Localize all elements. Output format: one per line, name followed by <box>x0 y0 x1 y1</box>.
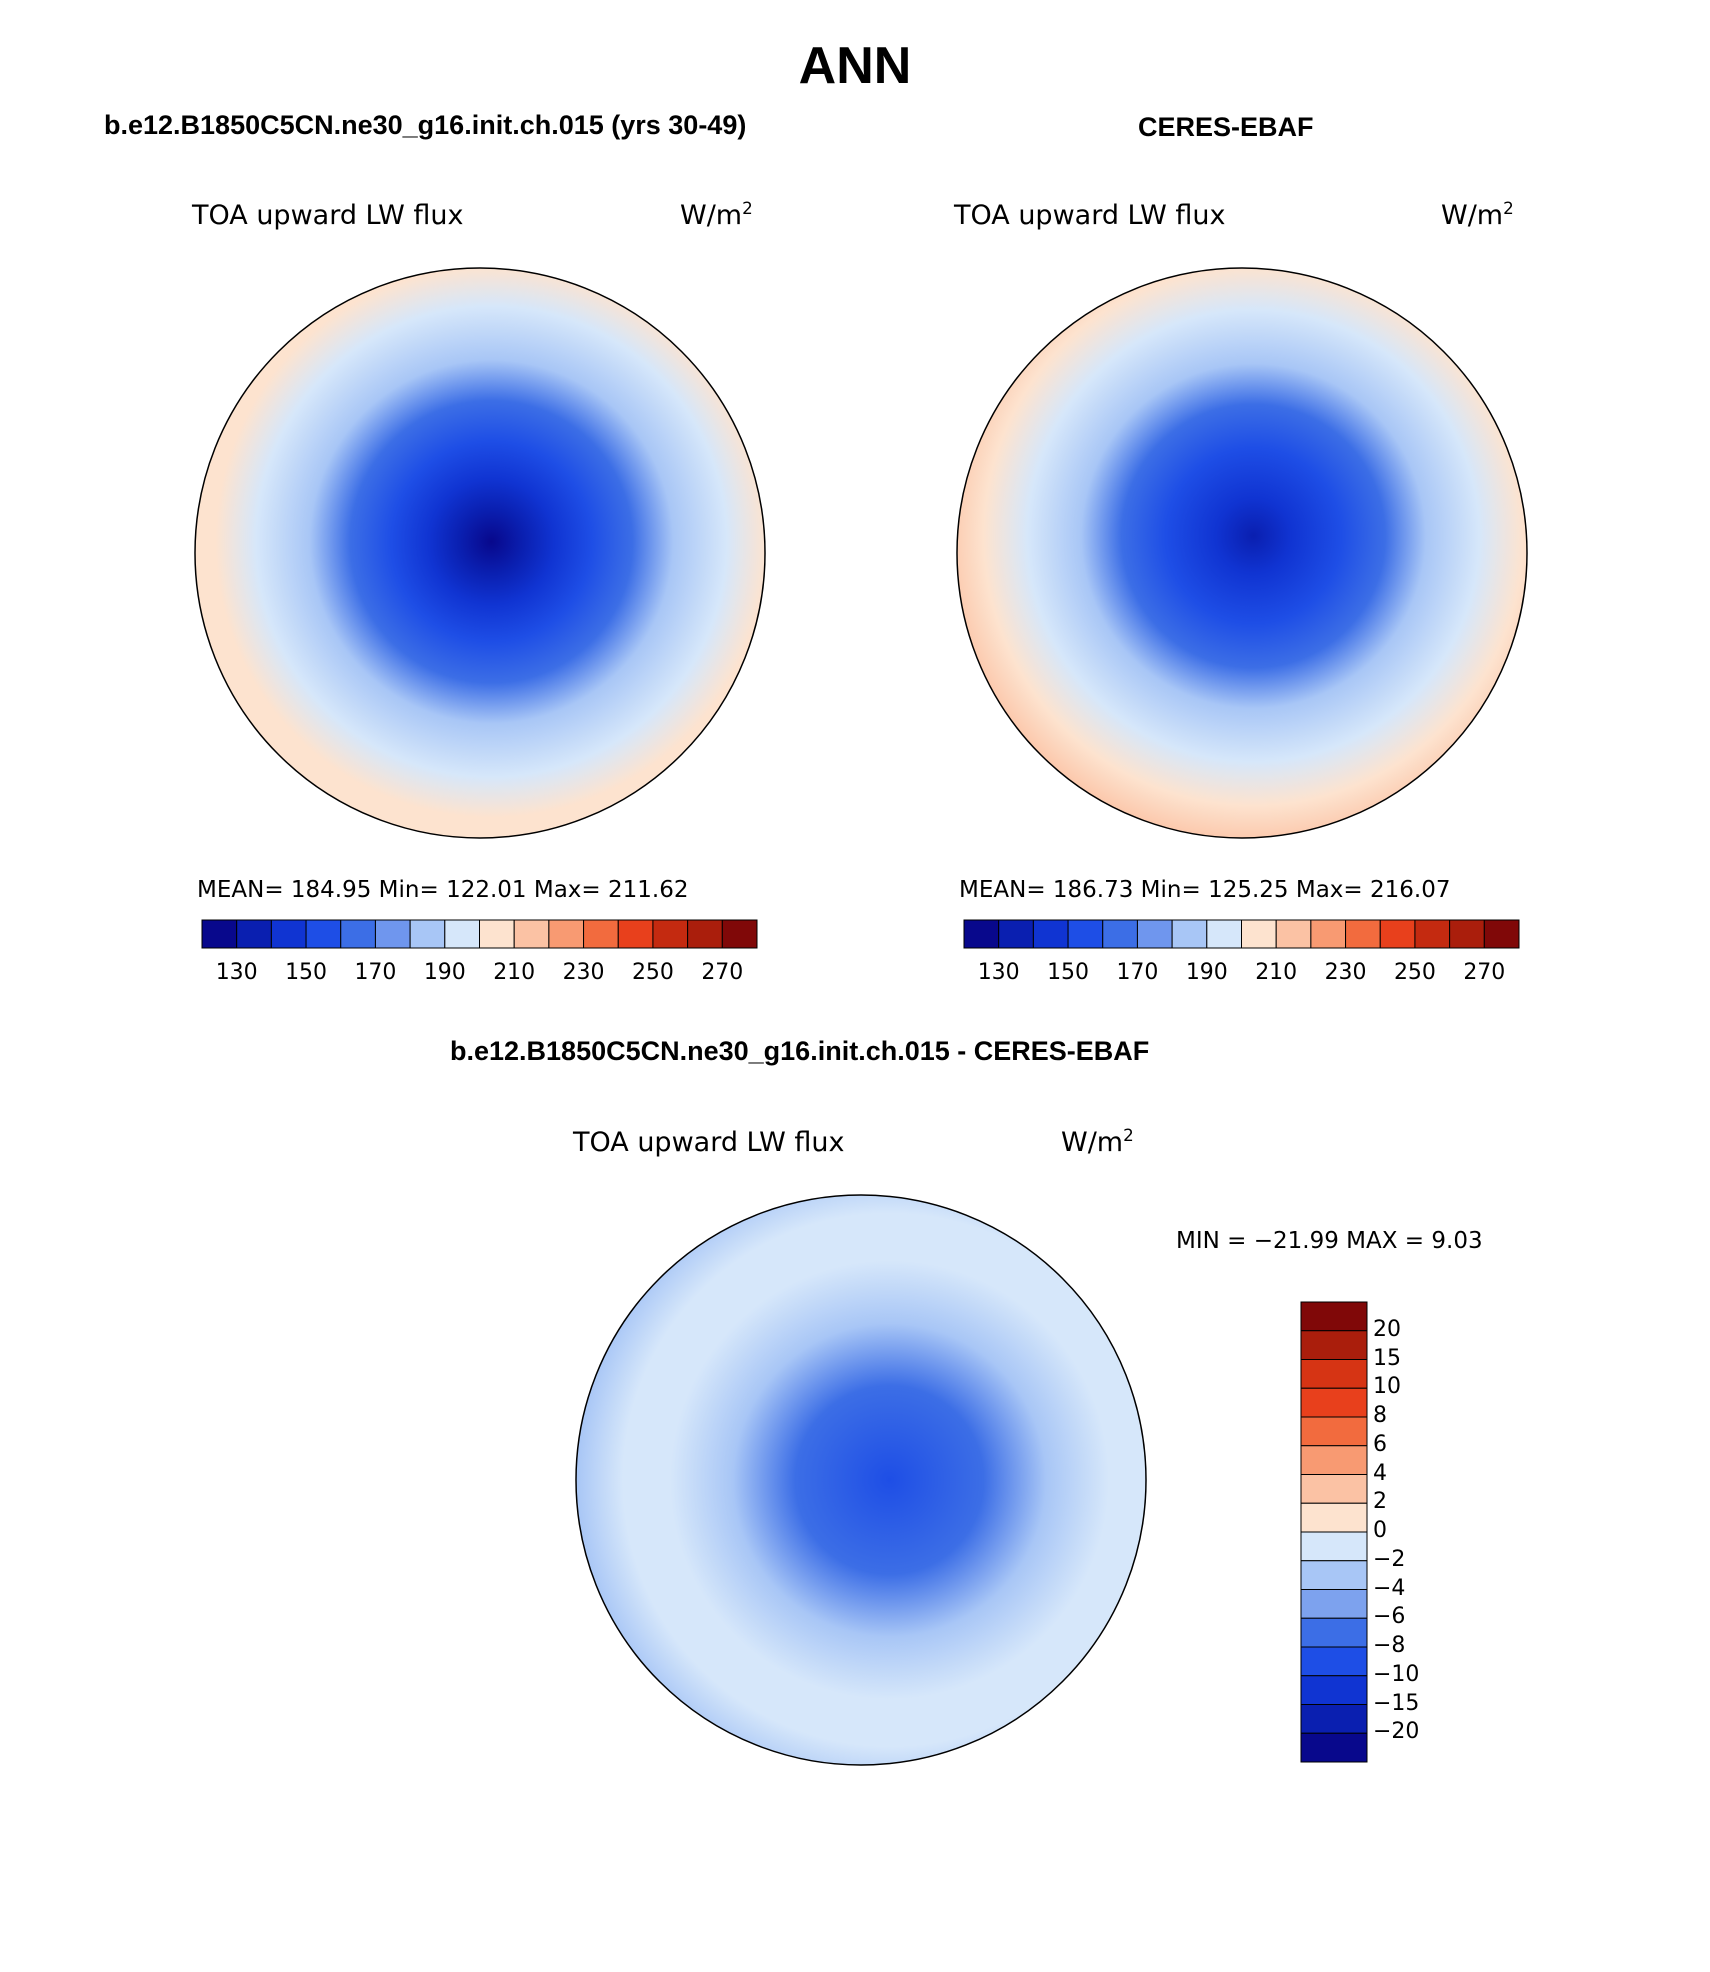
obs-units-label: W/m2 <box>1441 198 1514 231</box>
diff-units-label: W/m2 <box>1061 1125 1134 1158</box>
obs-colorbar-swatch <box>1032 919 1069 949</box>
obs-colorbar-tick-label: 190 <box>1185 960 1228 985</box>
obs-colorbar-swatch <box>963 919 1000 949</box>
diff-colorbar-tick-label: −15 <box>1373 1690 1420 1716</box>
diff-colorbar-swatch <box>1300 1531 1368 1562</box>
diff-colorbar-tick-label: −20 <box>1373 1719 1420 1745</box>
diff-colorbar-swatch <box>1300 1617 1368 1648</box>
obs-colorbar-swatch <box>1241 919 1277 949</box>
model-colorbar <box>201 919 758 949</box>
obs-map <box>956 267 1528 839</box>
model-colorbar-swatch <box>374 919 411 949</box>
obs-colorbar-tick-label: 270 <box>1463 960 1506 985</box>
diff-colorbar-swatch <box>1300 1387 1368 1418</box>
model-units-label: W/m2 <box>680 198 753 231</box>
diff-colorbar-tick-label: −4 <box>1373 1575 1406 1601</box>
model-colorbar-swatch <box>513 919 550 949</box>
model-colorbar-tick-label: 250 <box>631 960 674 985</box>
model-colorbar-swatch <box>340 919 376 949</box>
model-colorbar-tick-label: 210 <box>493 960 536 985</box>
obs-colorbar-swatch <box>1206 919 1242 949</box>
diff-colorbar-swatch <box>1300 1704 1368 1734</box>
diff-colorbar-tick-label: 15 <box>1373 1345 1401 1371</box>
obs-colorbar-swatch <box>1102 919 1138 949</box>
model-colorbar-swatch <box>305 919 342 949</box>
model-colorbar-swatch <box>721 919 758 949</box>
diff-colorbar-tick-label: −10 <box>1373 1661 1420 1687</box>
model-colorbar-tick-label: 170 <box>354 960 397 985</box>
diff-colorbar-swatch <box>1300 1474 1368 1504</box>
obs-colorbar-swatch <box>1275 919 1312 949</box>
obs-colorbar-swatch <box>1345 919 1381 949</box>
diff-colorbar-tick-label: 0 <box>1373 1518 1387 1543</box>
model-colorbar-swatch <box>236 919 272 949</box>
obs-colorbar-swatch <box>1379 919 1416 949</box>
diff-colorbar-swatch <box>1300 1359 1368 1389</box>
model-colorbar-swatch <box>687 919 723 949</box>
diff-colorbar <box>1300 1301 1368 1763</box>
bottom-title: b.e12.B1850C5CN.ne30_g16.init.ch.015 - C… <box>450 1036 1150 1066</box>
diff-variable-label: TOA upward LW flux <box>573 1127 845 1158</box>
diff-colorbar-tick-label: −8 <box>1373 1633 1406 1658</box>
obs-colorbar-swatch <box>1067 919 1104 949</box>
diff-colorbar-swatch <box>1300 1330 1368 1360</box>
model-colorbar-tick-label: 130 <box>215 960 258 985</box>
diff-colorbar-swatch <box>1300 1732 1368 1763</box>
obs-colorbar-swatch <box>1449 919 1485 949</box>
model-colorbar-tick-label: 230 <box>562 960 605 985</box>
model-colorbar-swatch <box>583 919 619 949</box>
diff-colorbar-swatch <box>1300 1646 1368 1677</box>
obs-colorbar-tick-label: 150 <box>1047 960 1090 985</box>
obs-colorbar-swatch <box>1414 919 1451 949</box>
diff-colorbar-swatch <box>1300 1589 1368 1619</box>
diff-colorbar-swatch <box>1300 1416 1368 1447</box>
top-right-title: CERES-EBAF <box>1138 112 1314 142</box>
model-colorbar-swatch <box>444 919 480 949</box>
diff-colorbar-swatch <box>1300 1301 1368 1332</box>
obs-variable-label: TOA upward LW flux <box>954 200 1226 231</box>
diff-colorbar-tick-label: −2 <box>1373 1546 1406 1572</box>
obs-colorbar-tick-label: 250 <box>1393 960 1436 985</box>
top-left-title: b.e12.B1850C5CN.ne30_g16.init.ch.015 (yr… <box>104 110 747 140</box>
model-colorbar-swatch <box>201 919 238 949</box>
diff-colorbar-swatch <box>1300 1675 1368 1705</box>
obs-colorbar-swatch <box>998 919 1034 949</box>
diff-stats: MIN = −21.99 MAX = 9.03 <box>1176 1228 1483 1254</box>
diff-colorbar-tick-label: 20 <box>1373 1316 1401 1342</box>
obs-stats: MEAN= 186.73 Min= 125.25 Max= 216.07 <box>959 877 1451 903</box>
model-colorbar-swatch <box>652 919 689 949</box>
obs-colorbar-tick-label: 130 <box>977 960 1020 985</box>
model-variable-label: TOA upward LW flux <box>192 200 464 231</box>
obs-colorbar <box>963 919 1520 949</box>
model-colorbar-swatch <box>617 919 654 949</box>
model-stats: MEAN= 184.95 Min= 122.01 Max= 211.62 <box>197 877 689 903</box>
diff-colorbar-tick-label: 6 <box>1373 1431 1387 1457</box>
obs-colorbar-swatch <box>1483 919 1520 949</box>
model-colorbar-tick-label: 150 <box>285 960 328 985</box>
obs-colorbar-swatch <box>1310 919 1347 949</box>
model-colorbar-swatch <box>479 919 515 949</box>
obs-colorbar-tick-label: 210 <box>1255 960 1298 985</box>
main-title: ANN <box>798 37 912 95</box>
diff-colorbar-swatch <box>1300 1560 1368 1590</box>
obs-colorbar-tick-label: 170 <box>1116 960 1159 985</box>
model-colorbar-swatch <box>409 919 446 949</box>
obs-colorbar-tick-label: 230 <box>1324 960 1367 985</box>
model-colorbar-tick-label: 270 <box>701 960 744 985</box>
diff-colorbar-tick-label: −6 <box>1373 1604 1406 1630</box>
model-colorbar-tick-label: 190 <box>423 960 466 985</box>
diff-colorbar-swatch <box>1300 1502 1368 1533</box>
diff-map <box>575 1194 1147 1766</box>
model-colorbar-swatch <box>548 919 585 949</box>
model-map <box>194 267 766 839</box>
diff-colorbar-tick-label: 10 <box>1373 1374 1401 1400</box>
diff-colorbar-tick-label: 4 <box>1373 1460 1387 1486</box>
diff-colorbar-tick-label: 8 <box>1373 1403 1387 1428</box>
obs-colorbar-swatch <box>1171 919 1208 949</box>
obs-colorbar-swatch <box>1136 919 1173 949</box>
diff-colorbar-tick-label: 2 <box>1373 1489 1387 1515</box>
model-colorbar-swatch <box>270 919 307 949</box>
diff-colorbar-swatch <box>1300 1445 1368 1475</box>
